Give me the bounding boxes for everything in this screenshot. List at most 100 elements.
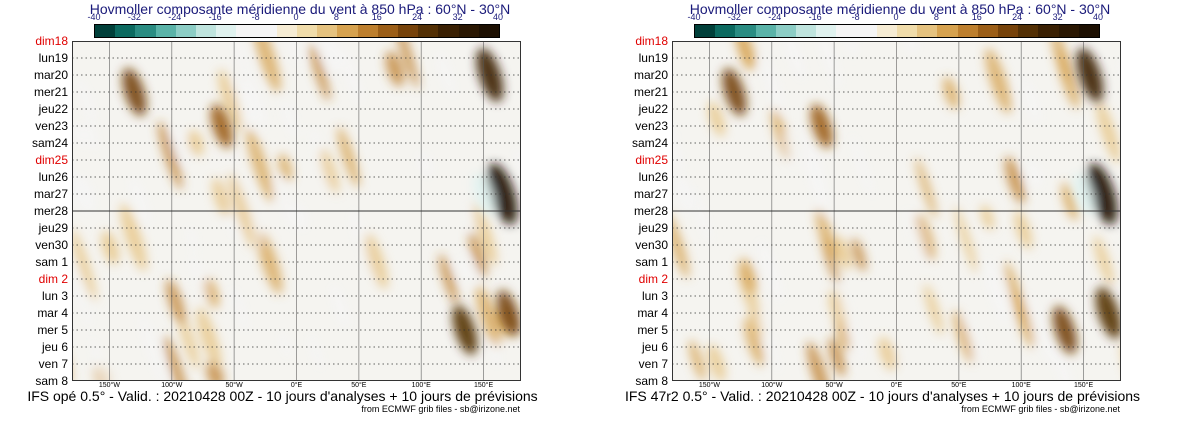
negative-anomaly-streak xyxy=(457,257,475,282)
negative-anomaly-streak xyxy=(801,127,826,194)
negative-anomaly-streak xyxy=(1025,160,1043,189)
day-label: lun26 xyxy=(638,170,668,184)
positive-anomaly-streak xyxy=(206,360,224,381)
southerly-wind-maximum xyxy=(722,68,747,116)
colorbar-swatch xyxy=(917,25,938,37)
colorbar-swatch xyxy=(695,25,716,37)
longitude-tick-label: 0°E xyxy=(890,382,903,389)
colorbar-tick-label: 0 xyxy=(293,12,299,22)
colorbar-swatch xyxy=(438,25,459,37)
positive-anomaly-streak xyxy=(1014,210,1032,250)
day-label: sam24 xyxy=(631,136,668,150)
colorbar-tick-label: -32 xyxy=(727,12,741,22)
positive-anomaly-streak xyxy=(942,76,960,110)
positive-anomaly-streak xyxy=(218,69,242,132)
negative-anomaly-streak xyxy=(186,225,198,252)
day-label: mar20 xyxy=(33,68,68,82)
chart-title: Hovmoller composante méridienne du vent … xyxy=(89,1,511,17)
positive-anomaly-streak xyxy=(1094,235,1114,288)
day-label: ven23 xyxy=(35,119,68,133)
negative-anomaly-streak xyxy=(232,78,254,129)
colorbar-tick-label: 24 xyxy=(1012,12,1023,22)
colorbar-tick-label: -8 xyxy=(851,12,860,22)
anomaly-streaks xyxy=(672,41,1121,381)
positive-anomaly-streak xyxy=(365,233,388,290)
day-label: sam24 xyxy=(31,136,68,150)
negative-anomaly-streak xyxy=(1021,77,1041,125)
negative-anomaly-streak xyxy=(72,259,93,328)
colorbar-tick-label: -24 xyxy=(168,12,182,22)
colorbar-tick-label: 16 xyxy=(971,12,982,22)
colorbar-tick-label: 40 xyxy=(492,12,504,22)
negative-anomaly-streak xyxy=(844,41,858,57)
day-label: mer 5 xyxy=(37,323,68,337)
negative-anomaly-streak xyxy=(308,334,324,370)
day-label: sam 1 xyxy=(635,255,668,269)
day-label: mer21 xyxy=(33,85,68,99)
colorbar-swatch xyxy=(816,25,837,37)
positive-anomaly-streak xyxy=(953,310,974,364)
day-label: jeu22 xyxy=(638,102,668,116)
hovmoller-panel-47r2: Hovmoller composante méridienne du vent … xyxy=(600,0,1200,424)
negative-anomaly-streak xyxy=(189,252,208,299)
positive-anomaly-streak xyxy=(734,41,751,71)
colorbar-swatch xyxy=(398,25,419,37)
negative-anomaly-streak xyxy=(672,103,683,175)
negative-anomaly-streak xyxy=(1051,339,1076,381)
positive-anomaly-streak xyxy=(815,208,837,262)
negative-anomaly-streak xyxy=(341,48,363,105)
positive-anomaly-streak xyxy=(954,206,978,274)
day-label: sam 1 xyxy=(35,255,68,269)
positive-anomaly-streak xyxy=(385,51,405,87)
negative-anomaly-streak xyxy=(72,122,86,147)
colorbar-swatch xyxy=(95,25,116,37)
day-label: ven23 xyxy=(635,119,668,133)
positive-anomaly-streak xyxy=(187,130,204,156)
positive-anomaly-streak xyxy=(278,153,293,182)
colorbar-tick-label: -32 xyxy=(127,12,141,22)
colorbar-swatch xyxy=(317,25,338,37)
longitude-tick-label: 150°W xyxy=(698,382,720,389)
positive-anomaly-streak xyxy=(828,337,846,377)
colorbar-swatch xyxy=(276,25,298,37)
colorbar-tick-label: -40 xyxy=(87,12,101,22)
colorbar-tick-label: -16 xyxy=(808,12,822,22)
negative-anomaly-streak xyxy=(816,41,841,90)
southerly-wind-maximum xyxy=(1076,48,1104,102)
colorbar-tick-label: 32 xyxy=(452,12,463,22)
colorbar-swatch xyxy=(957,25,978,37)
southerly-wind-maximum xyxy=(122,68,147,116)
day-label: jeu 6 xyxy=(641,340,668,354)
colorbar-swatch xyxy=(897,25,918,37)
positive-anomaly-streak xyxy=(101,230,120,265)
colorbar-swatch xyxy=(458,25,479,37)
day-label: lun19 xyxy=(38,51,68,65)
positive-anomaly-streak xyxy=(204,277,220,309)
positive-anomaly-streak xyxy=(1004,156,1025,205)
positive-anomaly-streak xyxy=(337,126,360,188)
colorbar-swatch xyxy=(196,25,217,37)
positive-anomaly-streak xyxy=(164,335,190,381)
colorbar-swatch xyxy=(418,25,439,37)
negative-anomaly-streak xyxy=(983,257,1010,325)
longitude-tick-label: 100°W xyxy=(161,382,183,389)
positive-anomaly-streak xyxy=(120,203,147,272)
positive-anomaly-streak xyxy=(924,283,944,336)
day-label: lun26 xyxy=(38,170,68,184)
longitude-tick-label: 50°E xyxy=(951,382,967,389)
day-label: dim18 xyxy=(35,34,68,48)
negative-anomaly-streak xyxy=(291,202,308,231)
day-label: lun19 xyxy=(638,51,668,65)
positive-anomaly-streak xyxy=(915,157,937,219)
longitude-tick-label: 50°E xyxy=(351,382,367,389)
longitude-tick-label: 100°W xyxy=(761,382,783,389)
northerly-wind-maximum xyxy=(674,174,695,214)
day-label: mar27 xyxy=(33,187,68,201)
southerly-wind-maximum xyxy=(1087,163,1118,225)
colorbar-swatch xyxy=(377,25,399,37)
colorbar-tick-label: 24 xyxy=(412,12,423,22)
hovmoller-svg xyxy=(72,41,521,381)
negative-anomaly-streak xyxy=(758,311,781,374)
colorbar-swatch xyxy=(796,25,817,37)
negative-anomaly-streak xyxy=(231,286,249,332)
